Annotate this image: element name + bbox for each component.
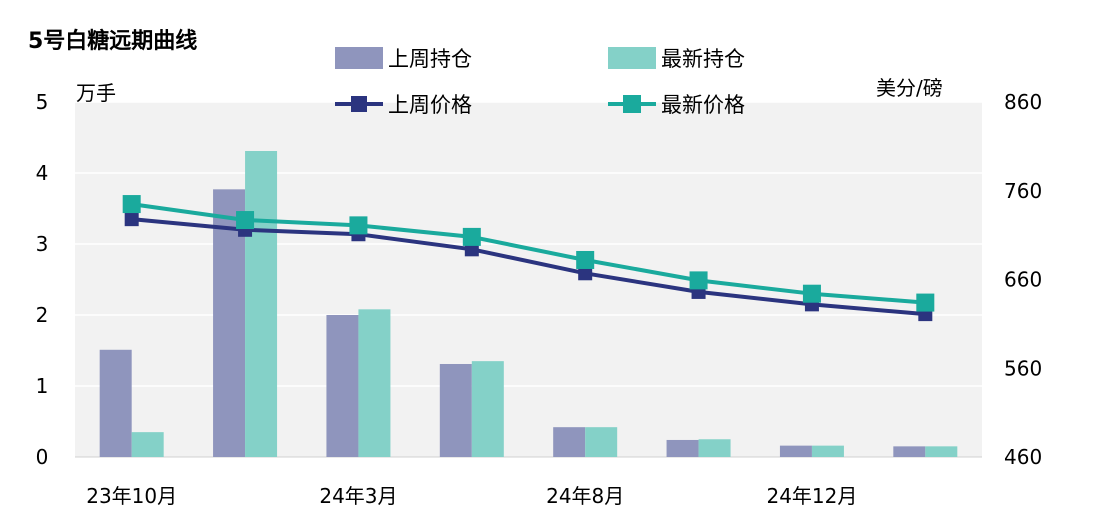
- left-y-axis: 0 1 2 3 4 5: [36, 90, 49, 469]
- right-tick-label: 760: [1004, 179, 1042, 203]
- bar: [326, 315, 359, 457]
- legend-item-last-week-price: 上周价格: [335, 93, 472, 117]
- price-marker: [122, 195, 141, 214]
- bar: [666, 439, 699, 457]
- legend-marker: [623, 95, 641, 113]
- legend-label: 最新持仓: [661, 47, 745, 71]
- left-tick-label: 0: [36, 445, 49, 469]
- plot-area: [75, 102, 982, 457]
- x-tick-label: 24年8月: [546, 484, 624, 508]
- legend-marker: [351, 96, 367, 112]
- right-y-axis: 460 560 660 760 860: [1004, 90, 1042, 469]
- bar: [893, 446, 926, 457]
- legend: 上周持仓 最新持仓 上周价格 最新价格: [335, 47, 745, 117]
- bar: [553, 427, 586, 457]
- left-tick-label: 2: [36, 303, 49, 327]
- bar: [698, 439, 731, 457]
- price-lines: [122, 195, 935, 322]
- right-tick-label: 860: [1004, 90, 1042, 114]
- bar: [358, 309, 391, 457]
- bar: [925, 446, 958, 457]
- x-tick-label: 24年12月: [766, 484, 857, 508]
- legend-item-latest-position: 最新持仓: [608, 47, 745, 71]
- legend-label: 上周持仓: [388, 47, 472, 71]
- bar: [245, 150, 278, 458]
- price-marker: [689, 271, 708, 290]
- legend-swatch: [608, 47, 656, 69]
- price-marker: [124, 212, 139, 227]
- bar: [131, 432, 164, 457]
- left-tick-label: 3: [36, 232, 49, 256]
- chart-title: 5号白糖远期曲线: [28, 28, 197, 54]
- right-tick-label: 560: [1004, 356, 1042, 380]
- left-tick-label: 4: [36, 161, 49, 185]
- price-marker: [576, 250, 595, 269]
- left-tick-label: 1: [36, 374, 49, 398]
- price-marker: [578, 266, 593, 281]
- price-line: [131, 202, 926, 305]
- right-tick-label: 660: [1004, 268, 1042, 292]
- right-tick-label: 460: [1004, 445, 1042, 469]
- left-tick-label: 5: [36, 90, 49, 114]
- x-axis: 23年10月 24年3月 24年8月 24年12月: [86, 484, 857, 508]
- legend-label: 上周价格: [388, 93, 472, 117]
- x-tick-label: 23年10月: [86, 484, 177, 508]
- left-axis-unit: 万手: [76, 81, 116, 105]
- bar: [585, 427, 618, 457]
- legend-label: 最新价格: [661, 93, 745, 117]
- legend-swatch: [335, 47, 383, 69]
- price-marker: [916, 293, 935, 312]
- x-tick-label: 24年3月: [319, 484, 397, 508]
- price-marker: [349, 216, 368, 235]
- bar: [471, 361, 504, 457]
- bar: [99, 349, 132, 457]
- right-axis-unit: 美分/磅: [876, 76, 943, 100]
- price-marker: [236, 211, 255, 230]
- legend-item-last-week-position: 上周持仓: [335, 47, 472, 71]
- bar: [811, 445, 844, 457]
- bar: [779, 445, 812, 457]
- price-marker: [462, 227, 481, 246]
- price-marker: [802, 284, 821, 303]
- legend-item-latest-price: 最新价格: [608, 93, 745, 117]
- bar: [439, 363, 472, 457]
- price-line: [131, 217, 926, 317]
